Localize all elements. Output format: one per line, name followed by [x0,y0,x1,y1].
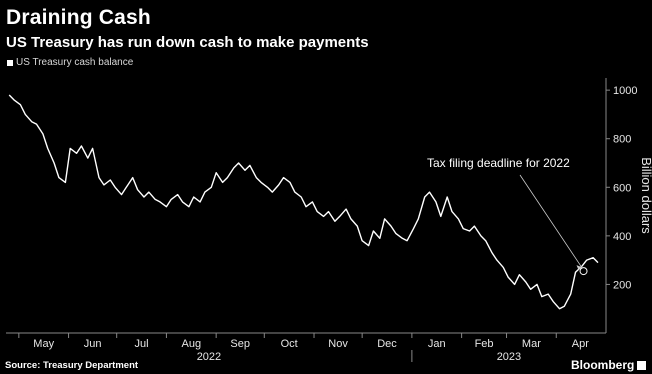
brand-name: Bloomberg [571,358,635,372]
y-tick-label: 800 [613,134,631,146]
x-tick-label: Sep [230,338,250,350]
x-tick-label: Oct [281,338,298,350]
y-tick-label: 1000 [613,85,637,97]
annotation-marker [579,267,588,276]
chart-subtitle: US Treasury has run down cash to make pa… [6,34,369,51]
bloomberg-icon [637,360,647,370]
y-tick-label: 600 [613,182,631,194]
x-tick-label: Apr [572,338,589,350]
x-tick-label: Mar [522,338,541,350]
y-axis-label: Billion dollars [639,157,652,234]
y-tick-label: 400 [613,231,631,243]
legend: US Treasury cash balance [7,57,133,68]
x-tick-label: Jun [84,338,102,350]
x-tick-label: May [33,338,54,350]
x-tick-label: Jan [428,338,446,350]
annotation-leader [519,174,582,268]
annotation-arrow [576,265,582,271]
x-tick-label: Jul [135,338,149,350]
brand-logo: Bloomberg [571,358,647,372]
legend-label: US Treasury cash balance [16,57,134,68]
year-label: 2023 [497,351,521,363]
x-tick-label: Feb [475,338,494,350]
x-tick-label: Dec [377,338,397,350]
year-label: 2022 [197,351,221,363]
annotation-label: Tax filing deadline for 2022 [427,156,570,170]
y-tick-label: 200 [613,279,631,291]
legend-swatch [7,59,13,66]
source-note: Source: Treasury Department [5,360,139,371]
x-tick-label: Aug [182,338,202,350]
chart-title: Draining Cash [6,6,151,29]
x-tick-label: Nov [328,338,348,350]
series-line [8,94,599,310]
